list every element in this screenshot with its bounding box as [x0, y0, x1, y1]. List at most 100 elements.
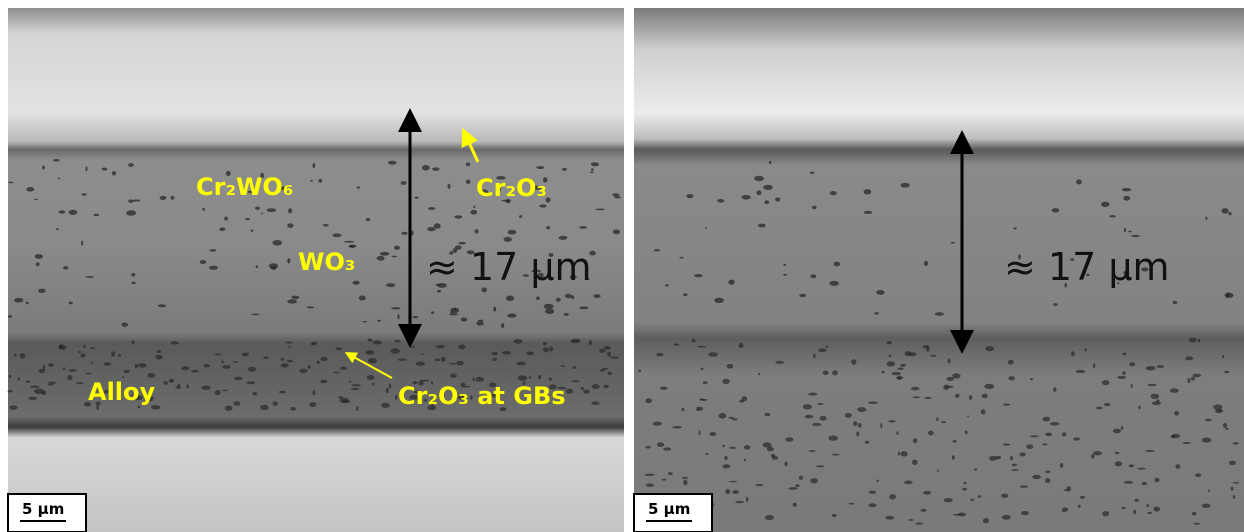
pore [1145, 450, 1155, 452]
pore [832, 454, 840, 456]
pore [694, 274, 703, 277]
pore [458, 345, 465, 350]
pore [1135, 499, 1139, 502]
pore [845, 413, 852, 418]
pore [1182, 442, 1191, 444]
pore [111, 351, 115, 356]
pore [36, 262, 40, 266]
pore [833, 262, 840, 267]
pore [288, 208, 292, 213]
pore [333, 372, 340, 374]
pore [246, 381, 255, 384]
pore [674, 343, 679, 346]
pore [1147, 512, 1152, 514]
pore [454, 215, 462, 218]
pore [610, 356, 619, 358]
pore [562, 168, 567, 171]
pore [292, 296, 300, 300]
pore [181, 366, 189, 370]
pore [741, 195, 750, 200]
pore [473, 206, 475, 209]
pore [401, 181, 407, 185]
pore [422, 165, 430, 171]
pore [889, 494, 896, 499]
pore [1076, 179, 1082, 184]
pore [1053, 387, 1056, 392]
pore [816, 465, 824, 467]
pore [320, 380, 327, 384]
pore [983, 518, 989, 523]
pore [564, 313, 569, 316]
pore [1012, 464, 1017, 467]
scale-bar-label: 5 µm [22, 500, 64, 518]
pore [1185, 356, 1193, 360]
pore [1198, 339, 1200, 343]
pore [34, 389, 44, 395]
pore [881, 371, 884, 374]
pore [1080, 496, 1085, 499]
pore [789, 487, 798, 490]
pore [56, 228, 59, 230]
pore [450, 308, 459, 314]
pore [539, 204, 546, 207]
pore [8, 182, 13, 184]
pore [392, 256, 398, 258]
pore [853, 421, 857, 426]
pore [214, 353, 221, 355]
pore [951, 242, 955, 244]
pore [461, 317, 468, 321]
pore [373, 340, 382, 344]
pore [592, 384, 600, 389]
pore [381, 403, 390, 408]
pore [591, 401, 599, 405]
pore [1193, 523, 1200, 525]
pore [1195, 473, 1201, 477]
pore [449, 363, 458, 365]
pore [1191, 377, 1195, 381]
pore [856, 431, 859, 436]
pore [335, 348, 342, 351]
pore [937, 470, 939, 472]
pore [560, 365, 565, 367]
pore [344, 241, 354, 243]
pore [864, 189, 872, 195]
pore [1001, 494, 1008, 498]
pore [1189, 338, 1197, 343]
pore [888, 420, 895, 422]
pore [312, 163, 315, 168]
pore [857, 407, 866, 412]
pore [1202, 437, 1212, 442]
pore [783, 264, 786, 266]
pore [377, 256, 385, 261]
pore [310, 180, 313, 182]
pore [1026, 444, 1033, 449]
pore [645, 446, 651, 449]
pore [352, 281, 359, 285]
pore [368, 358, 377, 363]
phase-label: Alloy [88, 378, 156, 406]
pore [202, 208, 205, 211]
pore [868, 503, 876, 507]
pore [251, 314, 259, 316]
pore [1071, 351, 1075, 356]
pore [248, 367, 256, 372]
pore [952, 455, 955, 460]
pore [14, 353, 16, 356]
pore [645, 398, 652, 403]
pore [823, 370, 829, 375]
pore [832, 370, 838, 375]
pore [549, 347, 553, 352]
pore [722, 445, 725, 447]
pore [544, 304, 554, 309]
pore [380, 252, 390, 256]
pore [412, 316, 418, 318]
pore [653, 249, 660, 251]
pore [63, 266, 68, 269]
pore [1122, 188, 1132, 191]
pore [83, 344, 85, 348]
pore [930, 355, 936, 357]
pore [735, 501, 744, 503]
pore [138, 363, 147, 367]
pore [86, 166, 88, 171]
pore [416, 361, 425, 366]
